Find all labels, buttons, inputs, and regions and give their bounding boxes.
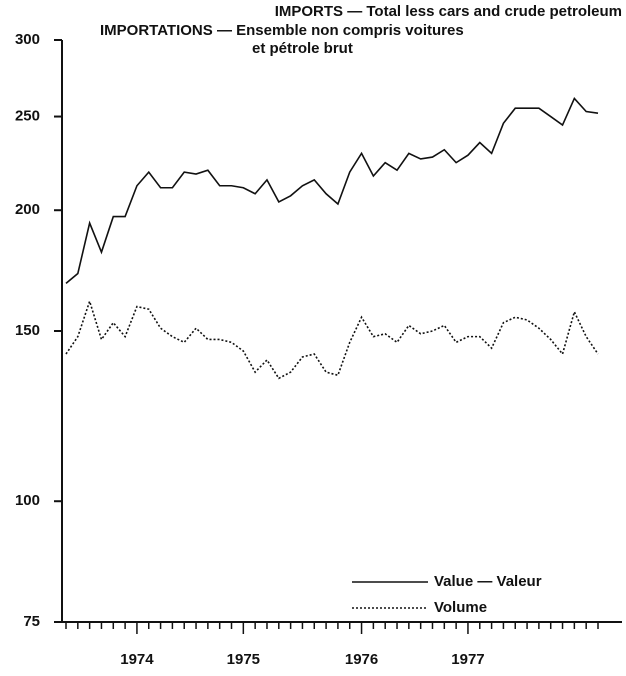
y-tick-label: 300	[15, 31, 40, 48]
y-tick-label: 100	[15, 492, 40, 509]
chart-title: et pétrole brut	[252, 40, 353, 57]
x-tick-label: 1974	[120, 651, 154, 668]
y-tick-label: 150	[15, 322, 40, 339]
y-tick-label: 250	[15, 108, 40, 125]
y-tick-label: 75	[23, 613, 40, 630]
legend-label: Volume	[434, 599, 487, 616]
y-tick-label: 200	[15, 201, 40, 218]
legend-label: Value — Valeur	[434, 573, 542, 590]
x-tick-label: 1977	[451, 651, 484, 668]
series-line	[65, 97, 599, 285]
chart-title: IMPORTS — Total less cars and crude petr…	[275, 3, 622, 20]
x-tick-label: 1975	[227, 651, 260, 668]
chart-title: IMPORTATIONS — Ensemble non compris voit…	[100, 22, 464, 39]
series-line	[65, 298, 599, 380]
x-tick-label: 1976	[345, 651, 378, 668]
